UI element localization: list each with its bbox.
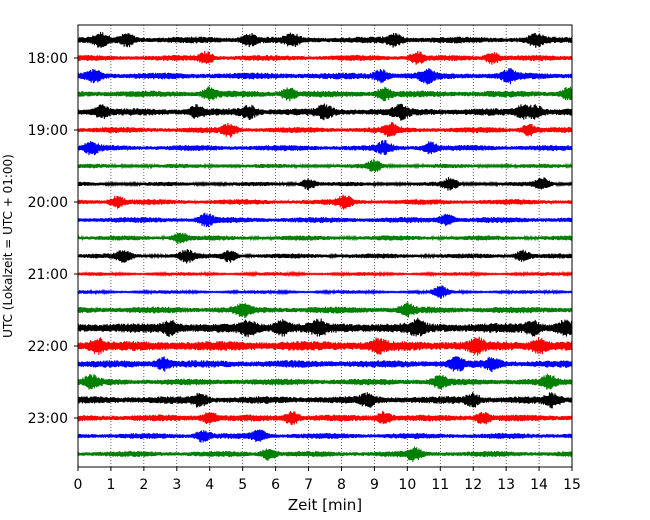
y-axis: 18:00 19:00 20:00 21:00 22:00 23:00	[28, 51, 78, 427]
seismic-trace	[77, 302, 573, 319]
seismic-trace	[77, 51, 573, 65]
x-tick-label: 8	[337, 477, 346, 493]
seismic-trace	[77, 177, 573, 191]
y-tick-label: 19:00	[28, 123, 68, 139]
x-tick-label: 15	[563, 477, 581, 493]
y-tick-label: 20:00	[28, 195, 68, 211]
seismic-trace	[77, 336, 573, 356]
seismic-trace	[77, 212, 573, 228]
x-tick-label: 3	[172, 477, 181, 493]
seismic-trace	[77, 446, 573, 462]
seismic-trace	[77, 68, 573, 85]
x-tick-label: 10	[398, 477, 416, 493]
x-tick-label: 9	[370, 477, 379, 493]
y-tick-label: 18:00	[28, 51, 68, 67]
x-tick-label: 12	[464, 477, 482, 493]
seismic-trace	[77, 429, 573, 443]
x-tick-label: 6	[271, 477, 280, 493]
y-axis-label: UTC (Lokalzeit = UTC + 01:00)	[1, 154, 15, 338]
seismic-trace	[77, 158, 573, 172]
seismic-trace	[77, 373, 573, 390]
seismic-trace	[77, 86, 573, 102]
seismic-trace	[77, 270, 573, 278]
seismic-trace	[77, 103, 573, 121]
seismic-trace	[77, 31, 573, 48]
trace-group	[77, 31, 573, 462]
seismic-trace	[77, 249, 573, 264]
x-tick-label: 5	[238, 477, 247, 493]
x-tick-label: 4	[205, 477, 214, 493]
seismic-trace	[77, 140, 573, 156]
seismic-trace	[77, 285, 573, 299]
y-tick-label: 22:00	[28, 339, 68, 355]
x-axis: 0 1 2 3 4 5 6 7 8 9 10 11 12 13 14 15	[74, 467, 581, 493]
x-tick-label: 11	[431, 477, 449, 493]
seismic-trace	[77, 122, 573, 138]
seismic-trace	[77, 194, 573, 210]
plot-frame	[77, 24, 573, 468]
x-tick-label: 0	[74, 477, 83, 493]
x-tick-label: 2	[139, 477, 148, 493]
seismic-trace	[77, 356, 573, 373]
seismic-trace	[77, 232, 573, 245]
x-tick-label: 13	[497, 477, 515, 493]
y-tick-label: 23:00	[28, 411, 68, 427]
seismic-trace	[77, 392, 573, 409]
x-axis-label: Zeit [min]	[288, 496, 362, 514]
y-tick-label: 21:00	[28, 267, 68, 283]
seismic-trace	[77, 317, 573, 338]
seismic-trace	[77, 410, 573, 426]
x-tick-label: 7	[304, 477, 313, 493]
x-tick-label: 1	[106, 477, 115, 493]
x-tick-label: 14	[530, 477, 548, 493]
